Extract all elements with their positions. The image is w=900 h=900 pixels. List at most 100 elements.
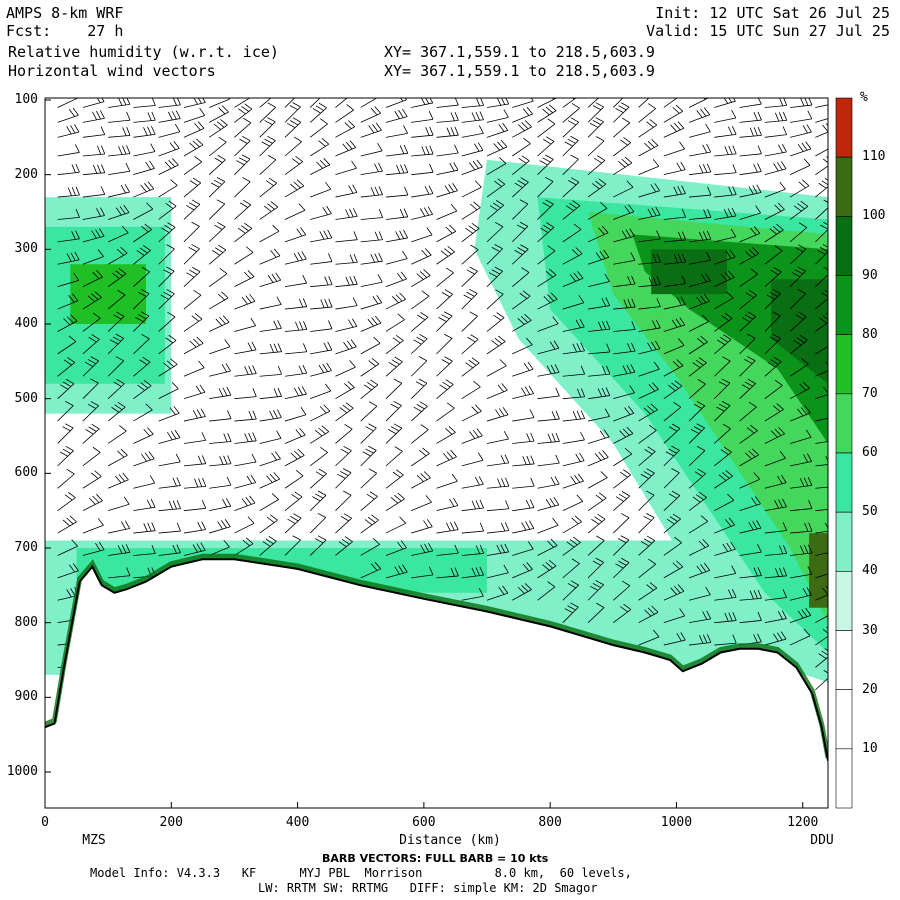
- barb-feather: [570, 580, 579, 586]
- barb-feather: [140, 184, 147, 193]
- barb-feather: [502, 585, 509, 594]
- barb-staff: [335, 387, 355, 400]
- wind-barb: [461, 380, 481, 400]
- barb-feather: [277, 387, 282, 397]
- barb-feather: [621, 102, 630, 108]
- barb-staff: [436, 384, 454, 399]
- barb-feather: [494, 244, 503, 250]
- wind-barb: [562, 295, 585, 310]
- barb-staff: [57, 114, 79, 123]
- barb-feather: [425, 98, 430, 104]
- barb-feather: [267, 203, 275, 210]
- barb-staff: [208, 297, 229, 310]
- barb-feather: [819, 246, 828, 252]
- barb-staff: [537, 483, 560, 489]
- barb-feather: [595, 494, 604, 501]
- barb-feather: [370, 107, 378, 116]
- barb-feather: [716, 406, 725, 412]
- barb-feather: [429, 163, 434, 173]
- barb-staff: [739, 503, 761, 512]
- wind-barb: [739, 289, 757, 310]
- wind-barb: [613, 426, 634, 444]
- barb-feather: [650, 403, 658, 411]
- wind-barb: [638, 403, 658, 422]
- wind-barb: [284, 407, 307, 422]
- barb-feather: [488, 272, 498, 278]
- barb-feather: [808, 522, 813, 532]
- barb-feather: [299, 427, 306, 436]
- barb-feather: [316, 161, 324, 169]
- barb-feather: [757, 98, 762, 105]
- wind-barb: [714, 109, 737, 123]
- barb-staff: [815, 594, 828, 601]
- barb-feather: [289, 105, 298, 111]
- barb-staff: [436, 190, 458, 198]
- barb-feather: [176, 500, 181, 509]
- barb-feather: [168, 159, 176, 168]
- barb-feather: [575, 319, 581, 329]
- barb-feather: [528, 385, 535, 394]
- barb-feather: [343, 490, 352, 496]
- barb-feather: [795, 247, 804, 253]
- barb-staff: [613, 98, 624, 108]
- wind-barb: [133, 289, 150, 310]
- rh-region-70: [70, 264, 146, 324]
- wind-barb: [512, 98, 534, 108]
- barb-feather: [647, 405, 655, 413]
- barb-feather: [749, 127, 754, 137]
- wind-barbs: [57, 98, 828, 691]
- barb-staff: [310, 306, 333, 310]
- barb-feather: [778, 112, 784, 121]
- barb-feather: [454, 544, 459, 554]
- barb-feather: [800, 545, 805, 555]
- barb-feather: [120, 448, 128, 456]
- wind-barb: [461, 566, 484, 579]
- barb-feather: [118, 146, 123, 155]
- wind-barb: [335, 445, 352, 467]
- barb-feather: [404, 164, 409, 173]
- barb-feather: [577, 271, 584, 279]
- colorbar-segment: [835, 511, 853, 572]
- barb-feather: [519, 292, 528, 299]
- barb-staff: [739, 454, 759, 467]
- barb-feather: [124, 520, 131, 529]
- wind-barb: [688, 401, 706, 422]
- barb-staff: [133, 188, 154, 198]
- barb-staff: [815, 573, 828, 579]
- barb-staff: [411, 574, 434, 579]
- barb-staff: [562, 396, 585, 400]
- barb-feather: [221, 291, 229, 299]
- wind-barb: [537, 222, 555, 243]
- barb-feather: [550, 476, 556, 486]
- barb-feather: [690, 429, 700, 434]
- barb-feather: [444, 311, 453, 317]
- barb-feather: [779, 98, 784, 106]
- barb-staff: [385, 451, 403, 467]
- barb-staff: [688, 405, 706, 422]
- wind-barb: [663, 490, 681, 511]
- barb-feather: [393, 400, 402, 406]
- rh-region-100: [809, 533, 828, 608]
- barb-feather: [65, 445, 74, 452]
- wind-barb: [613, 603, 632, 623]
- wind-barb: [638, 253, 661, 265]
- barb-staff: [486, 248, 503, 265]
- barb-feather: [90, 472, 99, 479]
- model-info: Model Info: V4.3.3 KF MYJ PBL Morrison 8…: [90, 866, 632, 880]
- barb-feather: [142, 245, 151, 251]
- barb-feather: [550, 364, 556, 374]
- barb-staff: [486, 530, 509, 534]
- barb-feather: [652, 276, 657, 286]
- barb-feather: [345, 209, 350, 218]
- wind-barb: [815, 605, 828, 624]
- wind-barb: [537, 104, 557, 123]
- barb-feather: [804, 522, 809, 532]
- barb-feather: [327, 253, 333, 262]
- wind-barb: [411, 227, 433, 243]
- wind-barb: [714, 186, 737, 198]
- barb-staff: [663, 406, 682, 422]
- barb-feather: [827, 336, 828, 338]
- barb-staff: [663, 216, 686, 220]
- wind-barb: [385, 313, 405, 332]
- barb-staff: [335, 98, 348, 108]
